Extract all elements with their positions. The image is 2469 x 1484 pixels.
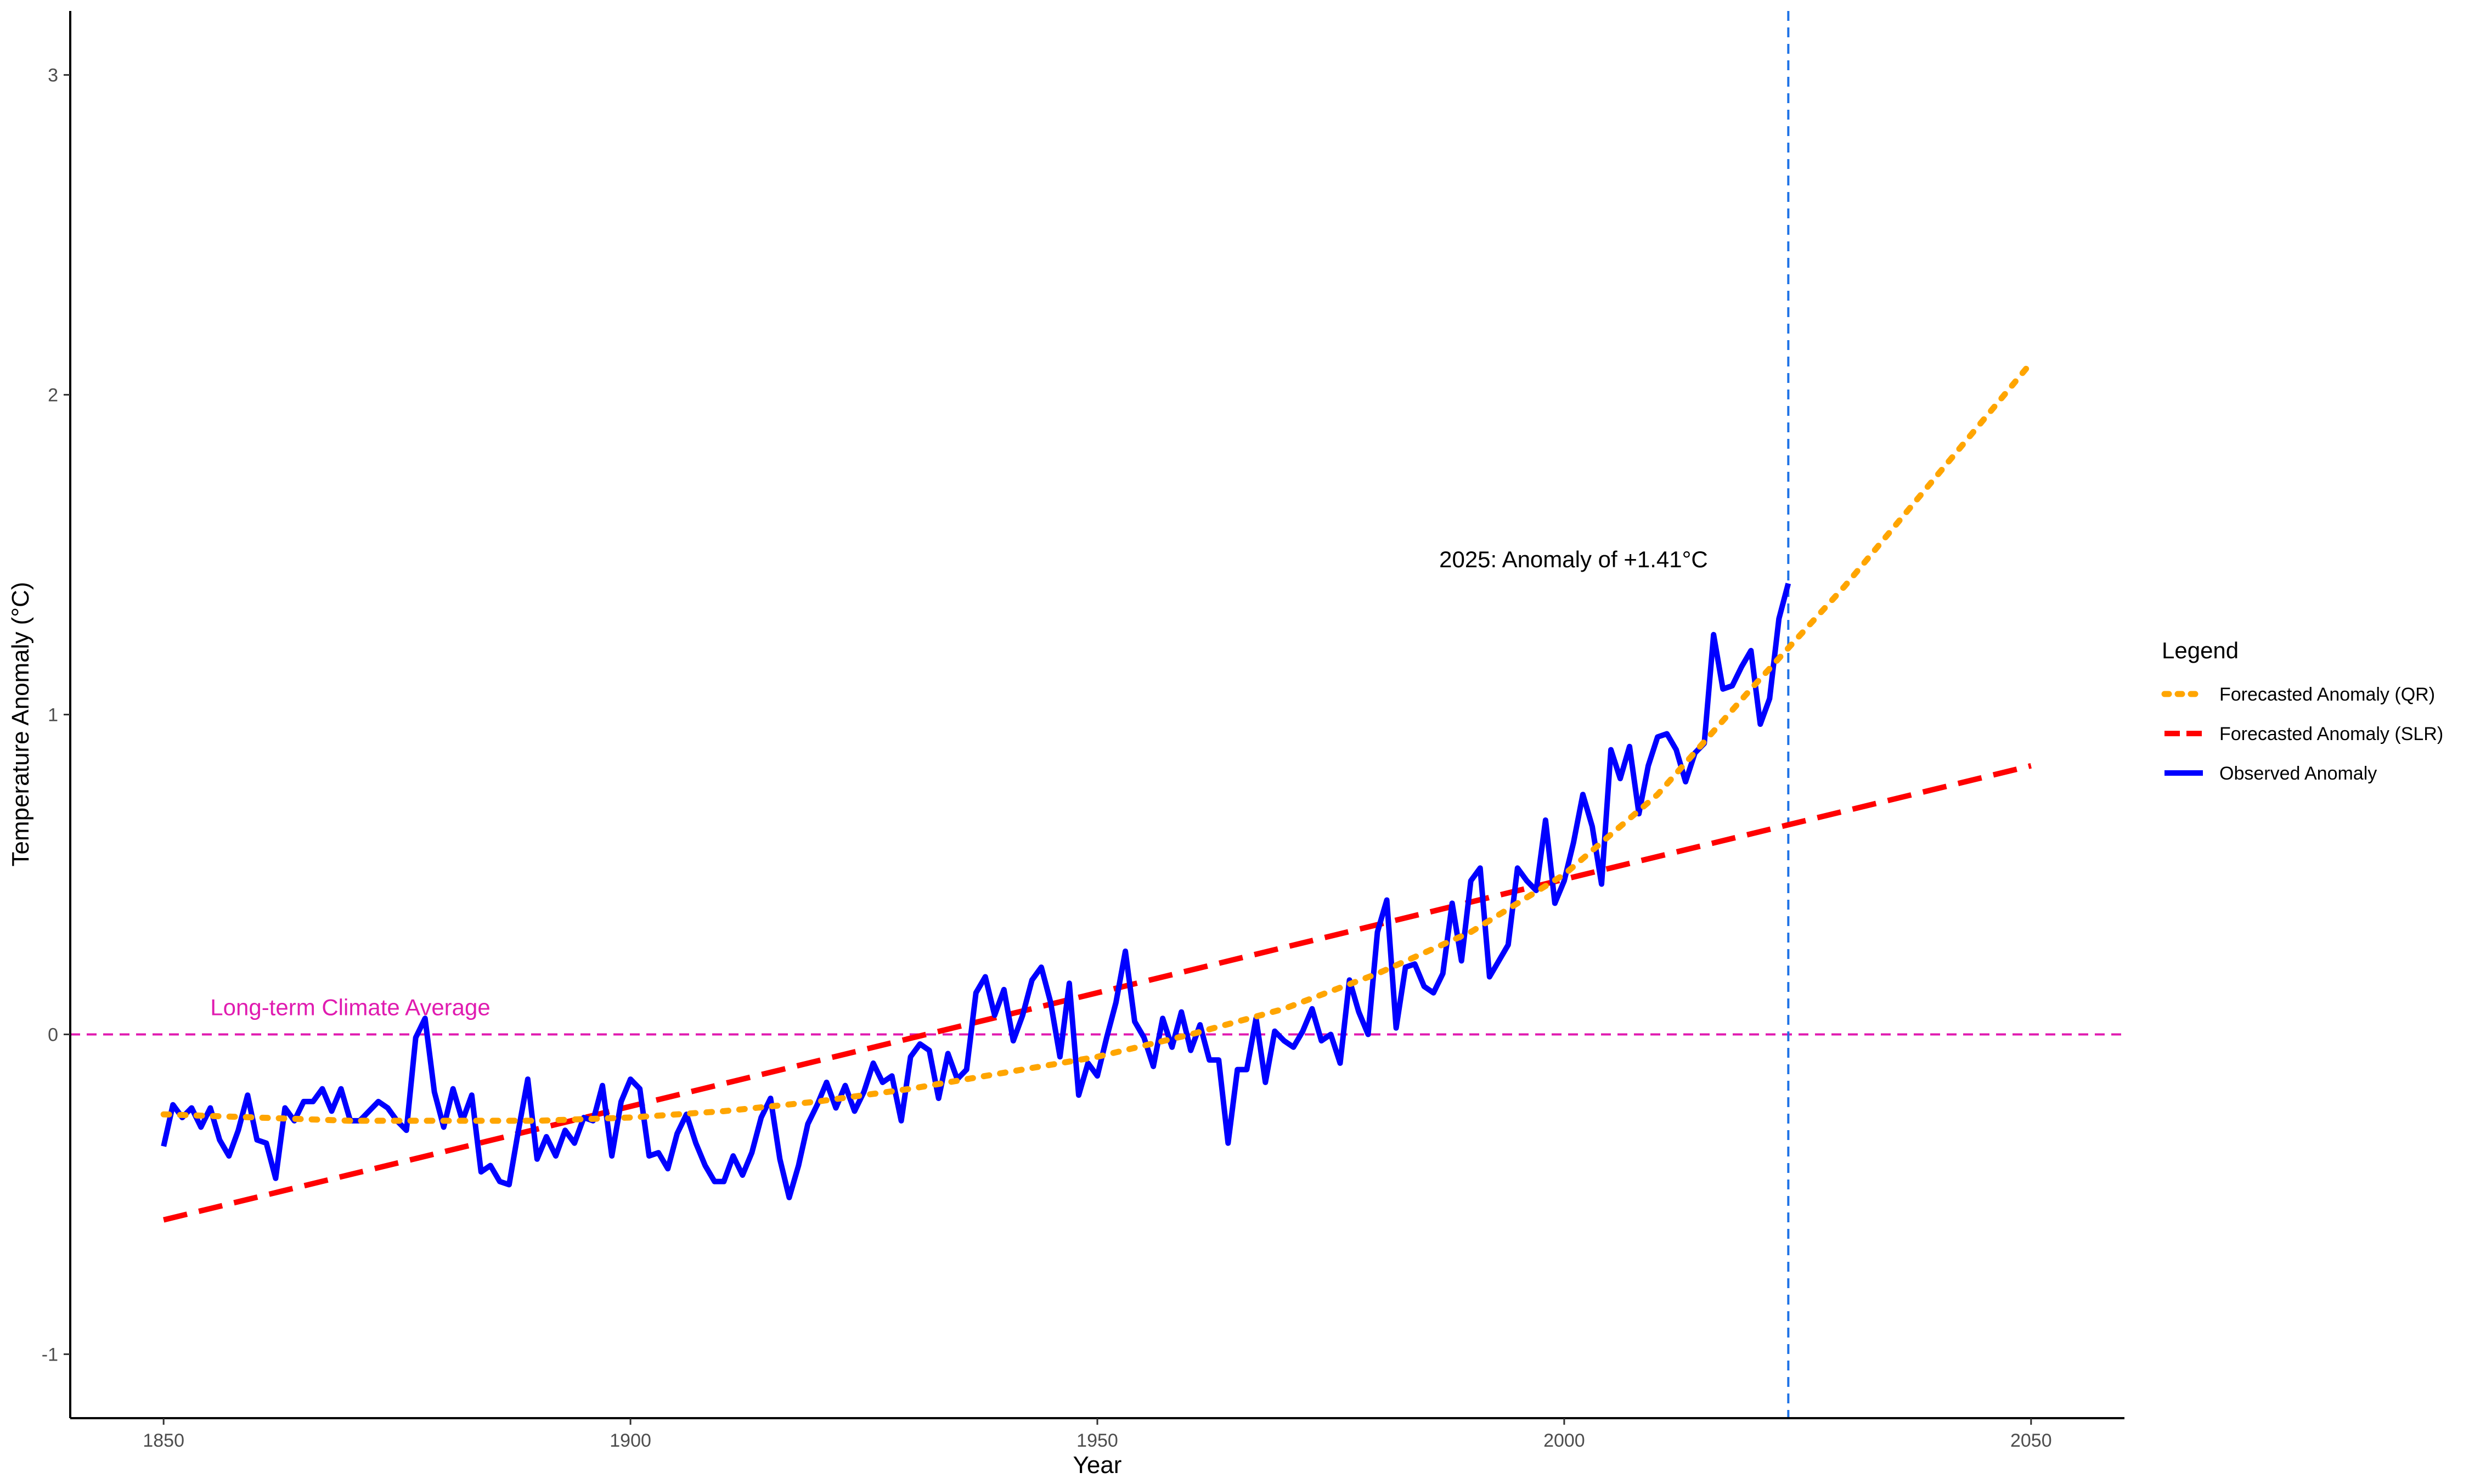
y-tick-label: 1 <box>48 705 58 726</box>
x-axis-title: Year <box>1073 1452 1122 1479</box>
climate-average-label: Long-term Climate Average <box>210 994 490 1020</box>
legend-label: Forecasted Anomaly (QR) <box>2219 684 2435 705</box>
legend-label: Observed Anomaly <box>2219 763 2377 784</box>
y-tick-label: 0 <box>48 1024 58 1045</box>
y-tick-label: 3 <box>48 65 58 86</box>
series-forecasted-anomaly-qr <box>160 359 2034 1124</box>
x-tick-label: 2000 <box>1543 1430 1585 1451</box>
y-tick-label: -1 <box>42 1344 58 1365</box>
legend-title: Legend <box>2162 637 2239 663</box>
x-tick-label: 1850 <box>143 1430 184 1451</box>
x-tick-label: 1950 <box>1076 1430 1118 1451</box>
axes: -1 0 1 2 3 1850 1900 1950 2000 2050 <box>42 11 2124 1451</box>
series-observed-anomaly <box>161 583 1791 1200</box>
x-tick-label: 1900 <box>610 1430 651 1451</box>
series-forecasted-anomaly-slr <box>163 763 2032 1223</box>
legend: Legend Forecasted Anomaly (QR) Forecasted… <box>2161 637 2443 784</box>
plot-area: 2025: Anomaly of +1.41°C Long-term Climat… <box>70 11 2124 1418</box>
anomaly-annotation: 2025: Anomaly of +1.41°C <box>1439 546 1708 572</box>
x-tick-label: 2050 <box>2010 1430 2052 1451</box>
legend-label: Forecasted Anomaly (SLR) <box>2219 724 2443 744</box>
y-axis-title: Temperature Anomaly (°C) <box>7 582 34 867</box>
y-tick-label: 2 <box>48 385 58 406</box>
